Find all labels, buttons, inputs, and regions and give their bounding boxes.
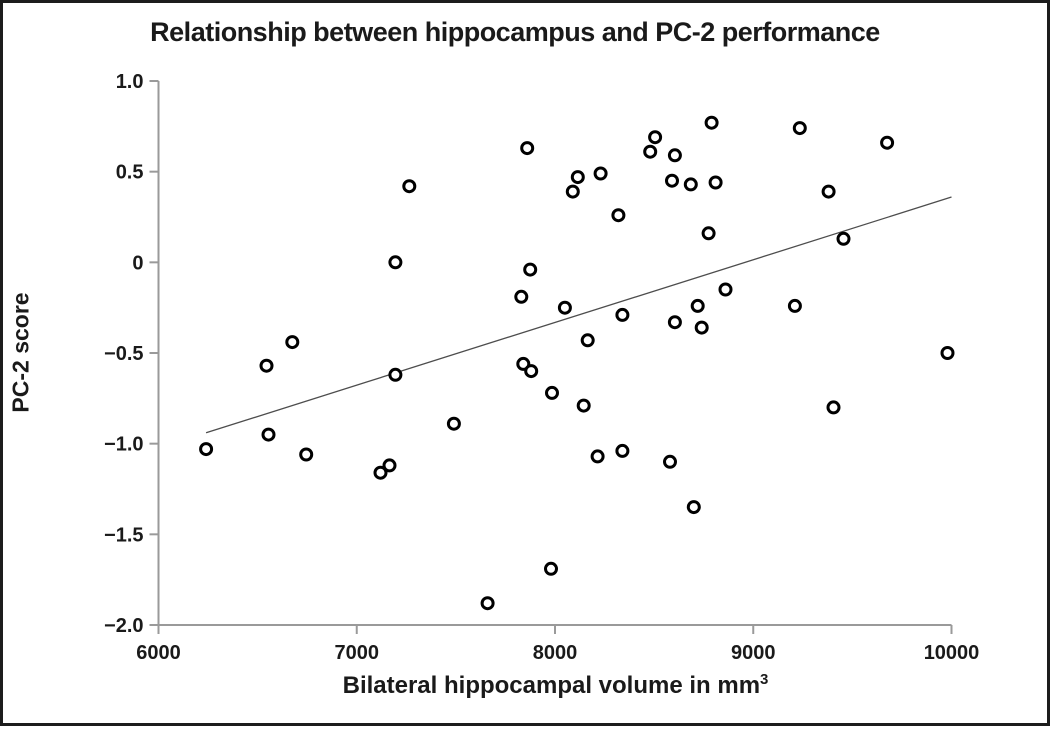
data-point (708, 175, 723, 190)
trend-line (205, 196, 952, 434)
y-tick-label: −1.5 (104, 524, 143, 546)
y-tick-label: 1.0 (116, 71, 144, 93)
x-tick-label: 7000 (335, 642, 380, 664)
data-point (590, 449, 605, 464)
data-point (382, 458, 397, 473)
y-tick-label: 0 (132, 252, 143, 274)
data-point (615, 443, 630, 458)
data-point (694, 320, 709, 335)
data-point (667, 315, 682, 330)
data-point (285, 335, 300, 350)
data-point (580, 333, 595, 348)
data-point (836, 231, 851, 246)
data-point (593, 166, 608, 181)
x-axis-label-superscript: 3 (760, 671, 769, 688)
y-tick-label: −1.0 (104, 434, 143, 456)
data-point (446, 416, 461, 431)
data-point (718, 282, 733, 297)
x-tick-label: 8000 (533, 642, 578, 664)
data-point (615, 307, 630, 322)
x-axis-label-text: Bilateral hippocampal volume in mm (342, 672, 761, 699)
data-point (821, 184, 836, 199)
data-point (520, 141, 535, 156)
data-point (570, 170, 585, 185)
data-point (565, 184, 580, 199)
data-point (524, 364, 539, 379)
plot-svg: 1.0 0.5 0 −0.5 −1.0 −1.5 −2.0 6000 7000 8000 9000 1… (104, 71, 980, 664)
data-point (683, 177, 698, 192)
data-point (880, 135, 895, 150)
data-point (261, 427, 276, 442)
data-point (686, 500, 701, 515)
x-tick-label: 6000 (136, 642, 181, 664)
data-point (701, 226, 716, 241)
data-point (523, 262, 538, 277)
x-tick-label: 9000 (731, 642, 776, 664)
data-point (557, 300, 572, 315)
data-point (544, 561, 558, 576)
data-point (373, 465, 388, 480)
data-point (826, 400, 841, 415)
data-point (545, 385, 559, 400)
data-point (259, 358, 274, 373)
data-point (611, 208, 626, 223)
data-point (299, 447, 314, 462)
data-point (690, 298, 705, 313)
data-point (514, 289, 529, 304)
data-point (940, 346, 955, 360)
chart-title: Relationship between hippocampus and PC-… (150, 17, 880, 47)
data-point (388, 367, 403, 382)
data-point (576, 398, 591, 413)
x-axis-label: Bilateral hippocampal volume in mm3 (159, 671, 952, 700)
x-tick-label: 10000 (924, 642, 980, 664)
y-tick-label: −2.0 (104, 615, 143, 637)
scatter-chart: Relationship between hippocampus and PC-… (3, 3, 1047, 723)
data-point (643, 144, 658, 159)
data-point (792, 121, 807, 136)
data-point (704, 115, 719, 130)
data-point (787, 298, 802, 313)
data-point (648, 130, 663, 145)
data-point (199, 442, 214, 457)
data-point (402, 179, 417, 194)
data-point (388, 255, 403, 270)
data-point (667, 148, 682, 163)
data-point (480, 596, 495, 611)
y-tick-label: 0.5 (116, 162, 144, 184)
data-point (665, 173, 679, 188)
y-tick-label: −0.5 (104, 343, 143, 365)
data-point (663, 454, 677, 469)
